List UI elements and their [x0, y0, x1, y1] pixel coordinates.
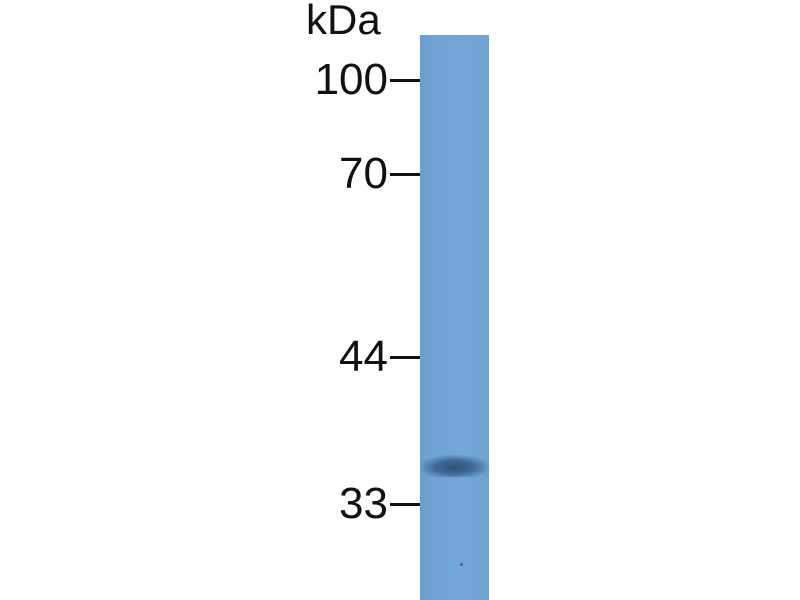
marker-tick: [390, 356, 420, 359]
marker-tick: [390, 79, 420, 82]
marker-tick: [390, 503, 420, 506]
marker-tick: [390, 173, 420, 176]
marker-label: 44: [339, 332, 388, 381]
marker-label: 33: [339, 479, 388, 528]
marker-33: 33: [250, 480, 420, 528]
protein-band: [420, 455, 489, 477]
unit-label: kDa: [306, 0, 381, 43]
blot-lane: [420, 35, 489, 600]
marker-70: 70: [250, 150, 420, 198]
marker-44: 44: [250, 333, 420, 381]
marker-label: 70: [339, 149, 388, 198]
marker-100: 100: [250, 56, 420, 104]
marker-label: 100: [314, 55, 388, 104]
blot-speck: [460, 563, 463, 566]
